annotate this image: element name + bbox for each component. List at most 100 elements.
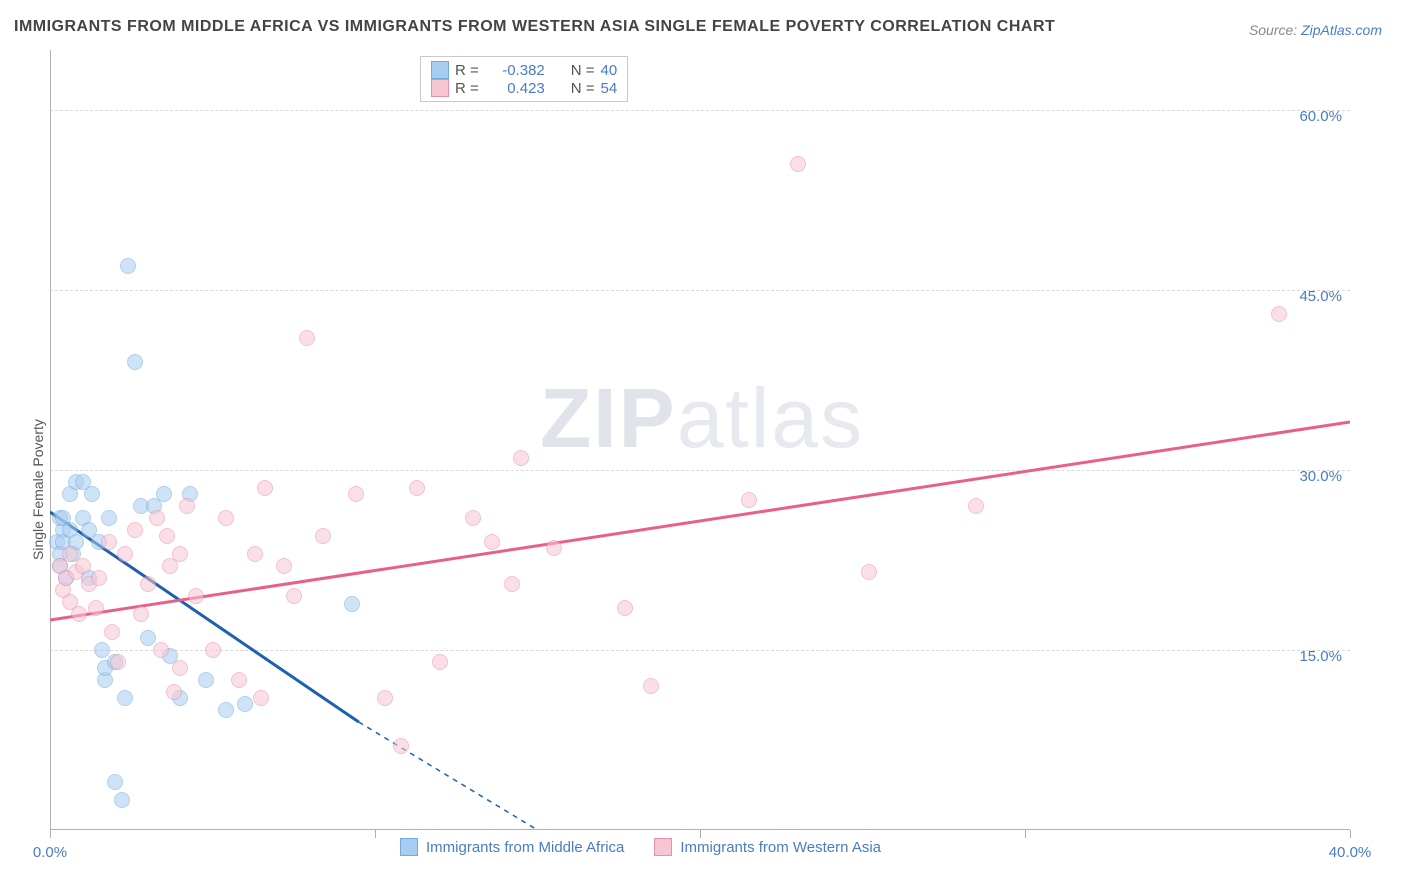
legend-swatch bbox=[431, 79, 449, 97]
series-legend: Immigrants from Middle Africa Immigrants … bbox=[400, 838, 881, 856]
scatter-point bbox=[968, 498, 984, 514]
scatter-point bbox=[156, 486, 172, 502]
scatter-point bbox=[107, 774, 123, 790]
scatter-point bbox=[133, 606, 149, 622]
scatter-point bbox=[88, 600, 104, 616]
scatter-point bbox=[218, 702, 234, 718]
y-tick-label: 30.0% bbox=[1299, 468, 1342, 485]
scatter-point bbox=[205, 642, 221, 658]
y-axis bbox=[50, 50, 51, 830]
grid-line bbox=[50, 110, 1350, 111]
legend-n-value: 40 bbox=[601, 62, 618, 79]
scatter-point bbox=[127, 354, 143, 370]
scatter-point bbox=[166, 684, 182, 700]
legend-row: R = 0.423 N = 54 bbox=[431, 79, 617, 97]
legend-swatch bbox=[654, 838, 672, 856]
scatter-point bbox=[114, 792, 130, 808]
chart-title: IMMIGRANTS FROM MIDDLE AFRICA VS IMMIGRA… bbox=[14, 18, 1055, 36]
scatter-point bbox=[75, 558, 91, 574]
scatter-point bbox=[172, 546, 188, 562]
x-tick bbox=[700, 830, 701, 838]
scatter-point bbox=[172, 660, 188, 676]
legend-r-label: R = bbox=[455, 62, 479, 79]
scatter-point bbox=[344, 596, 360, 612]
scatter-point bbox=[218, 510, 234, 526]
scatter-point bbox=[91, 570, 107, 586]
y-tick-label: 15.0% bbox=[1299, 648, 1342, 665]
scatter-point bbox=[513, 450, 529, 466]
scatter-point bbox=[409, 480, 425, 496]
x-tick bbox=[375, 830, 376, 838]
scatter-point bbox=[149, 510, 165, 526]
grid-line bbox=[50, 290, 1350, 291]
scatter-point bbox=[315, 528, 331, 544]
series-legend-label: Immigrants from Middle Africa bbox=[426, 839, 624, 856]
legend-r-label: R = bbox=[455, 80, 479, 97]
scatter-point bbox=[432, 654, 448, 670]
legend-r-value: -0.382 bbox=[485, 62, 545, 79]
scatter-point bbox=[84, 486, 100, 502]
source-link[interactable]: ZipAtlas.com bbox=[1301, 22, 1382, 38]
source-prefix: Source: bbox=[1249, 22, 1301, 38]
grid-line bbox=[50, 470, 1350, 471]
legend-r-value: 0.423 bbox=[485, 80, 545, 97]
scatter-point bbox=[153, 642, 169, 658]
series-legend-label: Immigrants from Western Asia bbox=[680, 839, 881, 856]
scatter-point bbox=[247, 546, 263, 562]
trend-overlay bbox=[50, 50, 1350, 830]
scatter-point bbox=[504, 576, 520, 592]
trend-line bbox=[50, 422, 1350, 620]
scatter-point bbox=[104, 624, 120, 640]
legend-swatch bbox=[431, 61, 449, 79]
legend-n-label: N = bbox=[571, 62, 595, 79]
scatter-point bbox=[299, 330, 315, 346]
scatter-plot: 15.0%30.0%45.0%60.0%0.0%40.0% bbox=[50, 50, 1350, 830]
scatter-point bbox=[741, 492, 757, 508]
x-tick-label: 0.0% bbox=[25, 844, 75, 861]
x-tick-label: 40.0% bbox=[1325, 844, 1375, 861]
scatter-point bbox=[253, 690, 269, 706]
scatter-point bbox=[1271, 306, 1287, 322]
scatter-point bbox=[484, 534, 500, 550]
scatter-point bbox=[62, 546, 78, 562]
scatter-point bbox=[101, 510, 117, 526]
scatter-point bbox=[120, 258, 136, 274]
series-legend-item: Immigrants from Middle Africa bbox=[400, 838, 624, 856]
scatter-point bbox=[257, 480, 273, 496]
x-tick bbox=[50, 830, 51, 838]
scatter-point bbox=[101, 534, 117, 550]
scatter-point bbox=[546, 540, 562, 556]
scatter-point bbox=[198, 672, 214, 688]
scatter-point bbox=[348, 486, 364, 502]
scatter-point bbox=[179, 498, 195, 514]
scatter-point bbox=[71, 606, 87, 622]
y-tick-label: 45.0% bbox=[1299, 288, 1342, 305]
correlation-legend: R = -0.382 N = 40 R = 0.423 N = 54 bbox=[420, 56, 628, 102]
scatter-point bbox=[140, 576, 156, 592]
scatter-point bbox=[393, 738, 409, 754]
scatter-point bbox=[861, 564, 877, 580]
legend-swatch bbox=[400, 838, 418, 856]
series-legend-item: Immigrants from Western Asia bbox=[654, 838, 881, 856]
scatter-point bbox=[140, 630, 156, 646]
scatter-point bbox=[117, 690, 133, 706]
scatter-point bbox=[94, 642, 110, 658]
y-axis-label: Single Female Poverty bbox=[30, 419, 46, 560]
x-tick bbox=[1350, 830, 1351, 838]
scatter-point bbox=[159, 528, 175, 544]
scatter-point bbox=[465, 510, 481, 526]
legend-row: R = -0.382 N = 40 bbox=[431, 61, 617, 79]
scatter-point bbox=[188, 588, 204, 604]
scatter-point bbox=[790, 156, 806, 172]
scatter-point bbox=[286, 588, 302, 604]
legend-n-value: 54 bbox=[601, 80, 618, 97]
scatter-point bbox=[617, 600, 633, 616]
legend-n-label: N = bbox=[571, 80, 595, 97]
scatter-point bbox=[110, 654, 126, 670]
scatter-point bbox=[237, 696, 253, 712]
scatter-point bbox=[276, 558, 292, 574]
scatter-point bbox=[377, 690, 393, 706]
x-tick bbox=[1025, 830, 1026, 838]
scatter-point bbox=[231, 672, 247, 688]
grid-line bbox=[50, 650, 1350, 651]
